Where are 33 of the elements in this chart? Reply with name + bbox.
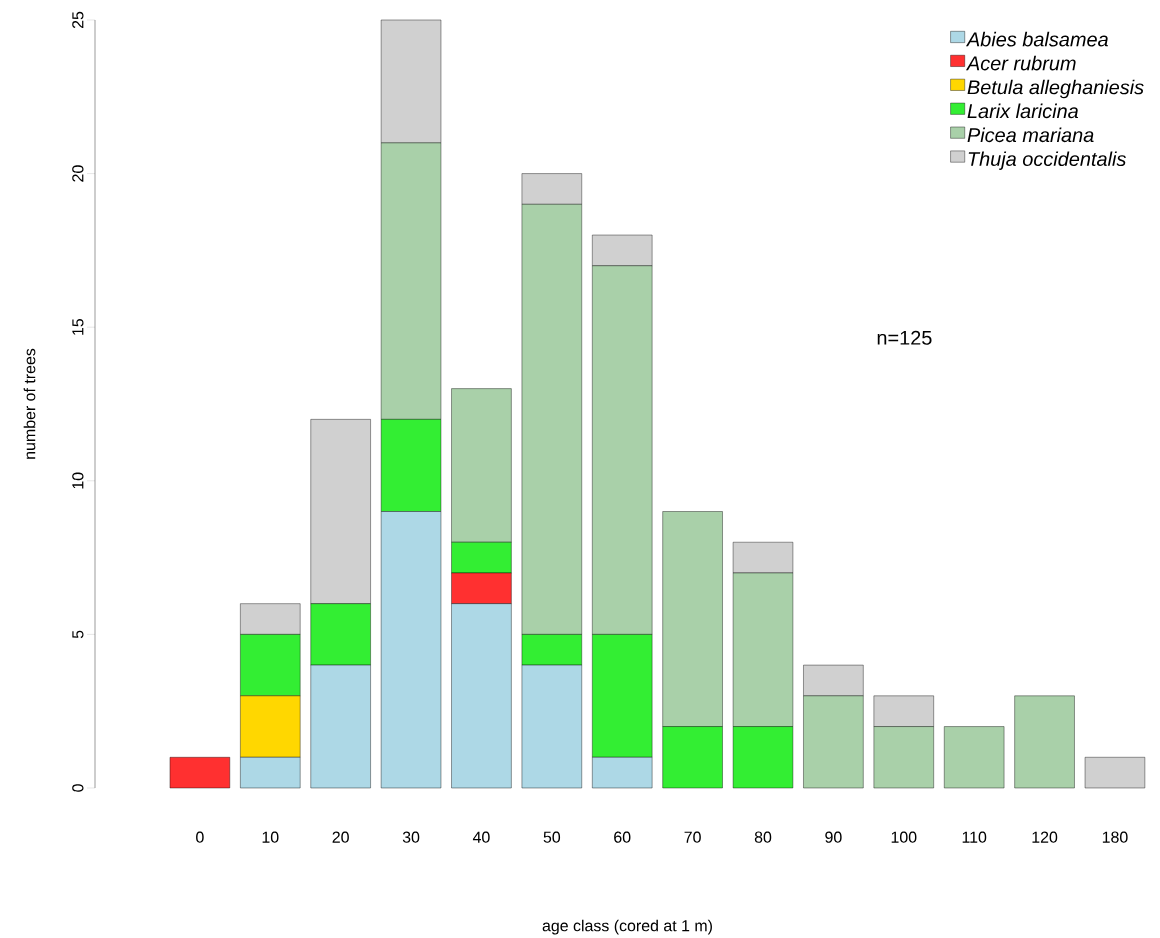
x-tick-label: 70 xyxy=(684,831,701,843)
x-tick-label: 80 xyxy=(754,831,772,843)
x-tick-label: 90 xyxy=(825,831,842,843)
y-tick-label: 0 xyxy=(72,784,84,792)
bar xyxy=(1084,757,1146,789)
x-tick-label: 100 xyxy=(891,831,917,843)
legend-label: Thuja occidentalis xyxy=(968,151,1126,171)
x-tick-label: 40 xyxy=(472,831,490,843)
x-tick-label: 30 xyxy=(402,831,420,843)
bar xyxy=(1014,695,1075,789)
x-tick-label: 120 xyxy=(1032,831,1058,843)
legend-label: Larix laricina xyxy=(967,103,1079,119)
legend-label: Acer rubrum xyxy=(965,55,1076,71)
y-tick-label: 10 xyxy=(72,472,84,489)
annotation: n=125 xyxy=(877,330,932,345)
y-tick-label: 15 xyxy=(72,319,84,335)
x-tick-label: 180 xyxy=(1102,831,1128,843)
x-tick-label: 60 xyxy=(614,831,631,843)
x-tick-label: 50 xyxy=(543,831,561,843)
y-tick-label: 5 xyxy=(72,630,84,639)
legend-label: Abies balsamea xyxy=(965,31,1108,47)
bar xyxy=(169,757,230,789)
y-tick-label: 25 xyxy=(72,11,84,29)
x-axis-title: age class (cored at 1 m) xyxy=(542,919,712,935)
y-axis-title: number of trees xyxy=(23,348,36,459)
legend-label: Picea mariana xyxy=(967,127,1094,143)
x-tick-label: 10 xyxy=(262,831,279,843)
bar xyxy=(944,726,1005,789)
x-tick-label: 110 xyxy=(962,831,987,843)
y-tick-label: 20 xyxy=(72,165,84,182)
x-tick-label: 0 xyxy=(196,831,204,843)
x-tick-label: 20 xyxy=(332,831,349,843)
legend-label: Betula alleghaniesis xyxy=(967,79,1144,99)
